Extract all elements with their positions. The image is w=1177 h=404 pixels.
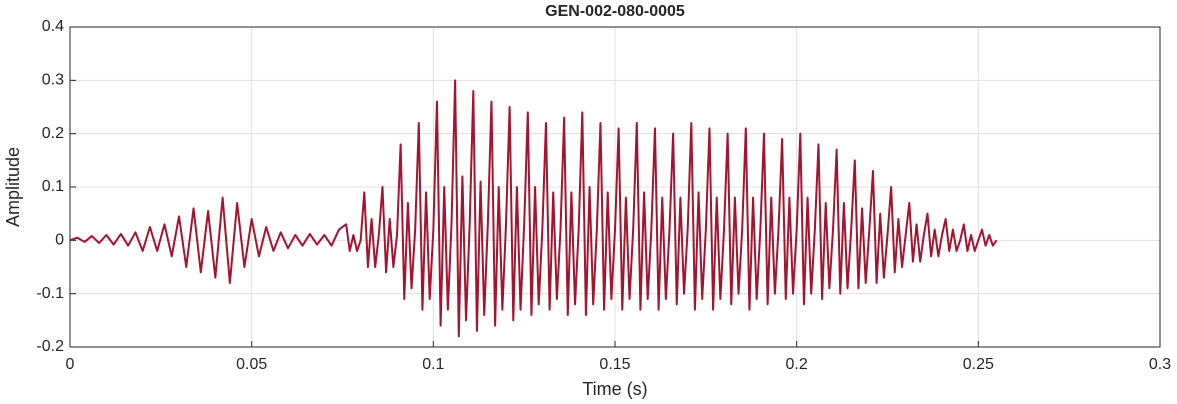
x-tick-label: 0.1 <box>422 356 444 373</box>
waveform-line <box>69 79 998 338</box>
x-tick-label: 0.25 <box>963 356 994 373</box>
x-tick-label: 0.2 <box>786 356 808 373</box>
y-tick-label: 0 <box>55 232 64 249</box>
y-tick-label: 0.4 <box>42 18 64 35</box>
y-tick-label: 0.3 <box>42 72 64 89</box>
x-tick-label: 0 <box>66 356 75 373</box>
x-axis-label: Time (s) <box>582 379 647 399</box>
y-tick-label: -0.2 <box>36 338 64 355</box>
y-tick-label: 0.2 <box>42 125 64 142</box>
y-axis-label: Amplitude <box>3 147 23 227</box>
y-tick-label: -0.1 <box>36 285 64 302</box>
x-tick-label: 0.05 <box>236 356 267 373</box>
x-tick-label: 0.3 <box>1149 356 1171 373</box>
x-tick-label: 0.15 <box>599 356 630 373</box>
chart-title: GEN-002-080-0005 <box>545 3 685 20</box>
plot-frame <box>69 26 1161 348</box>
y-tick-label: 0.1 <box>42 178 64 195</box>
